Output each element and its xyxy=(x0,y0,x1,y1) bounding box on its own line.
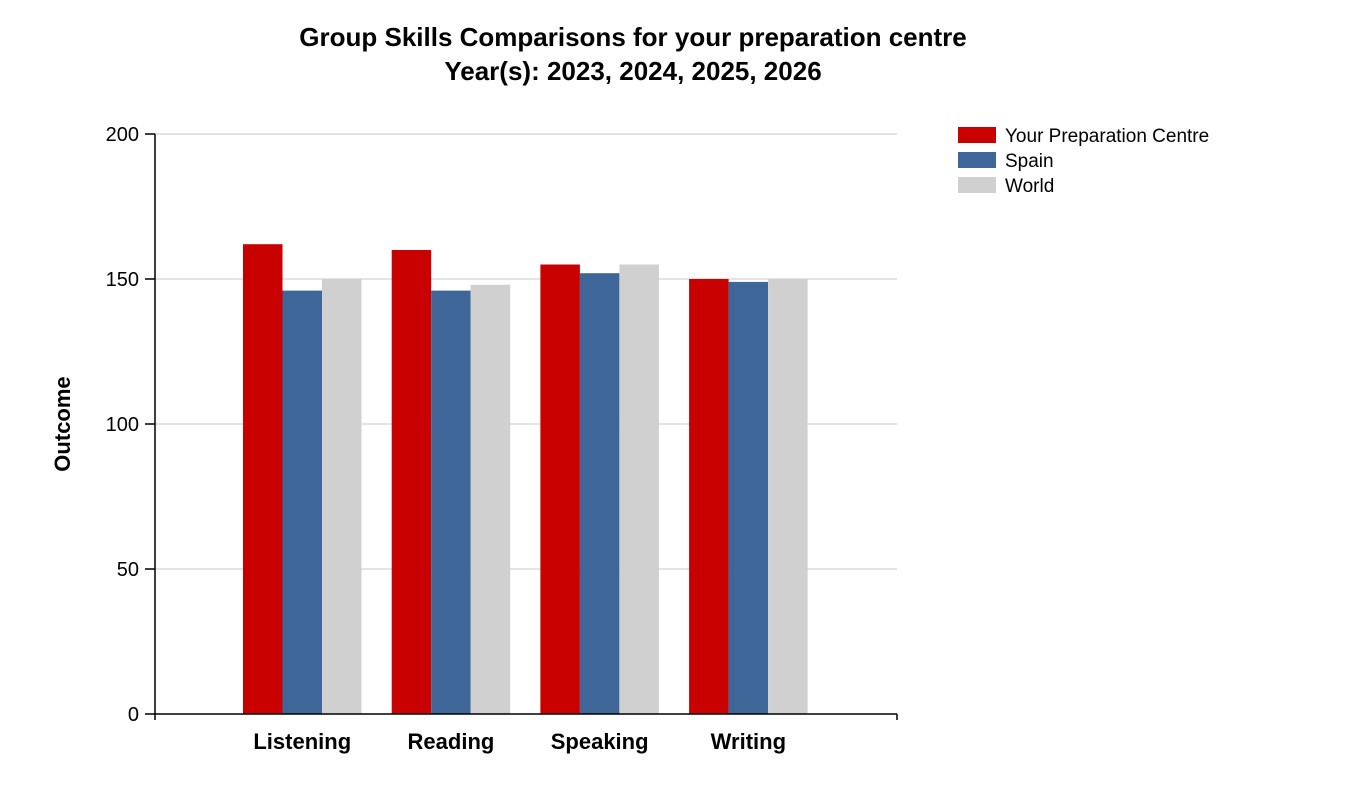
chart-subtitle: Year(s): 2023, 2024, 2025, 2026 xyxy=(444,56,821,86)
x-tick-label: Writing xyxy=(711,729,786,754)
legend-swatch xyxy=(958,177,996,193)
legend: Your Preparation Centre Spain World xyxy=(958,126,1209,197)
bar-reading-your-preparation-centre xyxy=(391,250,432,714)
bar-writing-your-preparation-centre xyxy=(689,279,729,714)
x-tick-label: Listening xyxy=(253,729,351,754)
y-axis-label: Outcome xyxy=(50,376,75,471)
axes: 0 50 100 150 200 Listening Reading Speaking Writ… xyxy=(106,124,898,754)
legend-swatch xyxy=(958,152,996,168)
bar-writing-world xyxy=(768,279,808,714)
bar-listening-spain xyxy=(282,290,322,714)
x-tick-label: Speaking xyxy=(551,729,649,754)
bar-speaking-spain xyxy=(579,273,620,714)
legend-label: Spain xyxy=(1005,151,1054,172)
bar-writing-spain xyxy=(728,281,769,714)
bar-reading-world xyxy=(470,284,511,714)
bar-speaking-world xyxy=(619,264,659,714)
y-tick-label: 150 xyxy=(106,269,139,291)
chart-title: Group Skills Comparisons for your prepar… xyxy=(299,22,966,52)
bar-listening-your-preparation-centre xyxy=(243,244,283,714)
legend-swatch xyxy=(958,127,996,143)
y-tick-label: 0 xyxy=(128,704,139,726)
bar-listening-world xyxy=(322,279,362,714)
y-tick-label: 100 xyxy=(106,414,139,436)
legend-label: Your Preparation Centre xyxy=(1005,126,1209,147)
x-tick-label: Reading xyxy=(408,729,495,754)
bar-reading-spain xyxy=(431,290,471,714)
y-tick-label: 50 xyxy=(117,559,139,581)
bar-speaking-your-preparation-centre xyxy=(540,264,580,714)
legend-label: World xyxy=(1005,176,1054,197)
y-tick-label: 200 xyxy=(106,124,139,146)
bars xyxy=(243,244,808,714)
